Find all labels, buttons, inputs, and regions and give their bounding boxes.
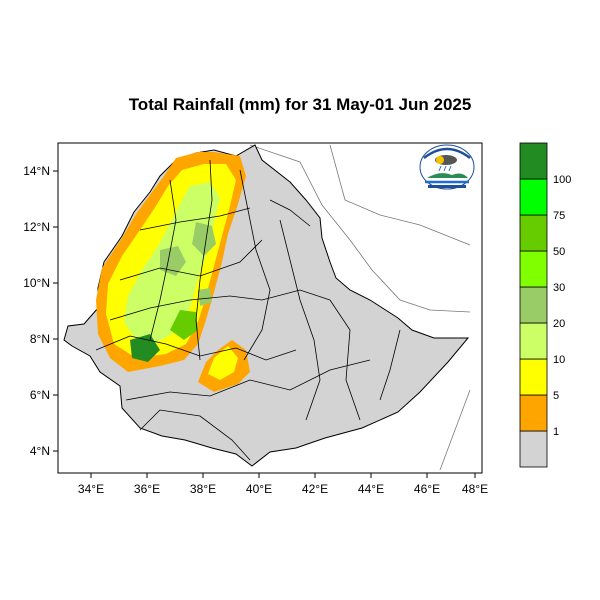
legend-label: 5 [553,390,559,402]
lon-tick-label: 38°E [190,482,216,496]
page-title: Total Rainfall (mm) for 31 May-01 Jun 20… [128,95,472,114]
lon-tick-label: 34°E [78,482,104,496]
legend-label: 75 [553,210,565,222]
red-sea-coastline [249,144,471,313]
lon-tick-label: 40°E [246,482,272,496]
legend-swatch [519,178,548,216]
legend-colorbar: 1 5 10 20 30 50 75 100 [519,142,571,468]
legend-label: 1 [553,426,559,438]
admin-boundaries [95,159,401,461]
lon-tick-label: 42°E [302,482,328,496]
lon-tick-label: 46°E [414,482,440,496]
lat-tick-label: 4°N [30,444,50,458]
legend-label: 100 [553,174,571,186]
ethiopian-meteorology-institute-logo [419,144,475,190]
legend-swatch [519,286,548,324]
somalia-coastline [439,389,471,471]
legend-swatch [519,430,548,468]
legend-swatch [519,322,548,360]
legend-label: 50 [553,246,565,258]
legend-label: 20 [553,318,565,330]
lon-tick-label: 36°E [134,482,160,496]
legend-label: 30 [553,282,565,294]
y-axis-ticks [53,170,58,452]
lat-tick-label: 10°N [23,276,50,290]
lat-tick-label: 6°N [30,388,50,402]
lat-tick-label: 8°N [30,332,50,346]
lat-tick-label: 12°N [23,220,50,234]
legend-label: 10 [553,354,565,366]
legend-swatch [519,142,548,180]
legend-swatch [519,358,548,396]
x-axis-ticks [90,473,476,478]
lon-tick-label: 44°E [358,482,384,496]
arabian-coastline [329,144,471,246]
lat-tick-label: 14°N [23,164,50,178]
legend-swatch [519,214,548,252]
legend-swatch [519,394,548,432]
legend-swatch [519,250,548,288]
lon-tick-label: 48°E [462,482,488,496]
